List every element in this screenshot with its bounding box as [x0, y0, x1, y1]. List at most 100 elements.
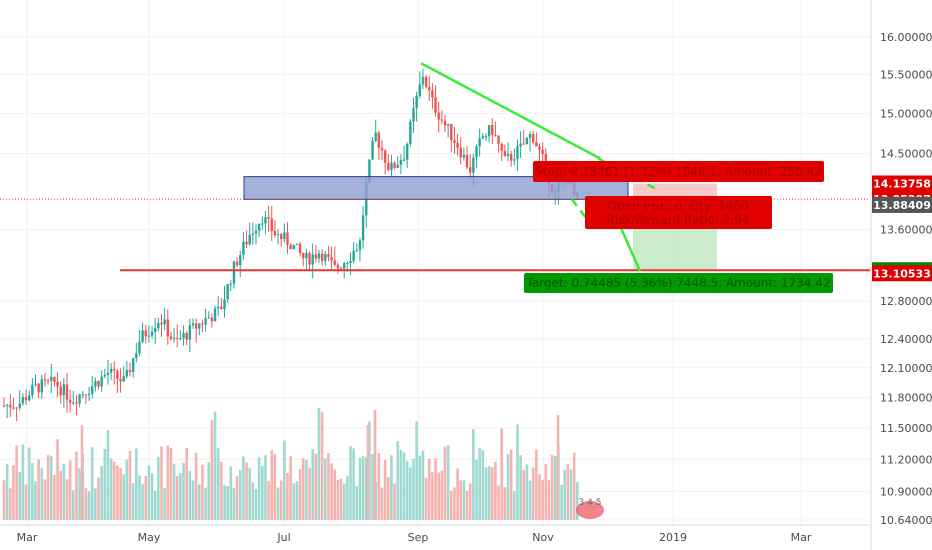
volume-bar: [229, 466, 233, 520]
volume-bar: [119, 467, 122, 520]
candle-body: [75, 402, 78, 404]
candle-body: [355, 250, 358, 252]
candle-body: [270, 218, 273, 232]
volume-bar: [525, 464, 529, 520]
candle-body: [109, 368, 113, 373]
candle-body: [361, 215, 365, 241]
candle-body: [544, 154, 547, 162]
logo-shape: [576, 501, 604, 519]
volume-bar: [349, 446, 352, 520]
candle-body: [336, 264, 340, 269]
candle-body: [163, 319, 166, 325]
candle-body: [516, 146, 519, 160]
candle-body: [46, 380, 50, 382]
candle-body: [383, 150, 387, 163]
candle-body: [412, 108, 415, 122]
volume-bar: [481, 450, 485, 520]
volume-bar: [238, 469, 242, 520]
volume-bar: [153, 490, 157, 520]
candle-body: [191, 323, 195, 326]
volume-bar: [314, 453, 318, 520]
candle-body: [12, 407, 15, 409]
candle-body: [333, 260, 336, 265]
candle-body: [289, 244, 292, 250]
candle-body: [5, 404, 9, 406]
volume-bar: [528, 480, 532, 520]
candle-body: [509, 153, 513, 161]
candle-body: [374, 132, 377, 141]
volume-bar: [283, 440, 286, 520]
candle-body: [343, 263, 346, 269]
candle-body: [128, 370, 132, 373]
volume-bar: [128, 450, 132, 520]
candle-body: [138, 341, 141, 354]
volume-bar: [308, 467, 311, 520]
candle-body: [497, 135, 500, 145]
candle-body: [84, 394, 88, 396]
candle-body: [358, 240, 362, 251]
volume-bar: [487, 465, 491, 520]
candle-body: [478, 138, 481, 147]
volume-spike: [80, 425, 84, 520]
volume-bar: [68, 460, 72, 520]
candle-body: [125, 370, 129, 377]
candle-body: [541, 149, 544, 155]
candle-body: [245, 241, 248, 245]
volume-bar: [531, 467, 535, 520]
candle-body: [28, 395, 31, 401]
candle-body: [18, 403, 21, 408]
volume-bar: [509, 449, 513, 520]
candle-body: [387, 162, 390, 170]
candle-body: [113, 368, 116, 371]
candle-body: [248, 234, 251, 245]
candle-body: [305, 253, 308, 259]
volume-bar: [550, 455, 554, 520]
volume-bar: [396, 441, 400, 520]
candle-body: [500, 144, 503, 151]
y-tick-label: 16.00000: [880, 31, 932, 44]
volume-bar: [560, 484, 563, 520]
candle-body: [34, 383, 37, 385]
volume-bar: [415, 421, 418, 520]
candle-body: [81, 394, 84, 396]
candle-body: [434, 97, 437, 113]
volume-bar: [377, 453, 381, 520]
candle-body: [320, 253, 324, 262]
candle-body: [377, 132, 381, 148]
candle-body: [538, 146, 541, 150]
volume-bar: [484, 467, 488, 520]
candle-body: [469, 167, 472, 173]
volume-bar: [72, 490, 75, 520]
volume-bar: [475, 459, 478, 520]
volume-bar: [427, 458, 431, 520]
price-tag-bg: [872, 196, 932, 213]
volume-bar: [431, 471, 434, 520]
candle-body: [65, 384, 69, 400]
volume-bar: [2, 480, 6, 520]
volume-spike: [373, 410, 377, 520]
trendline: [420, 62, 601, 160]
target-label-bg: [524, 273, 833, 293]
volume-bar: [301, 458, 305, 520]
volume-bar: [456, 468, 459, 520]
candle-body: [169, 336, 173, 339]
volume-bar: [87, 491, 91, 520]
volume-bar: [62, 463, 66, 520]
volume-bar: [576, 482, 579, 520]
candle-body: [72, 402, 75, 404]
candle-body: [428, 86, 431, 91]
volume-bar: [43, 479, 47, 520]
volume-bar: [182, 462, 185, 520]
price-tag-bg: [872, 175, 932, 192]
candle-body: [446, 124, 450, 126]
volume-bar: [500, 428, 503, 520]
x-tick-label: Nov: [532, 531, 554, 544]
volume-bar: [100, 466, 103, 520]
volume-bar: [355, 486, 359, 520]
volume-bar: [503, 487, 507, 520]
volume-bar: [295, 481, 299, 520]
volume-bar: [131, 483, 135, 520]
volume-bar: [563, 469, 566, 520]
